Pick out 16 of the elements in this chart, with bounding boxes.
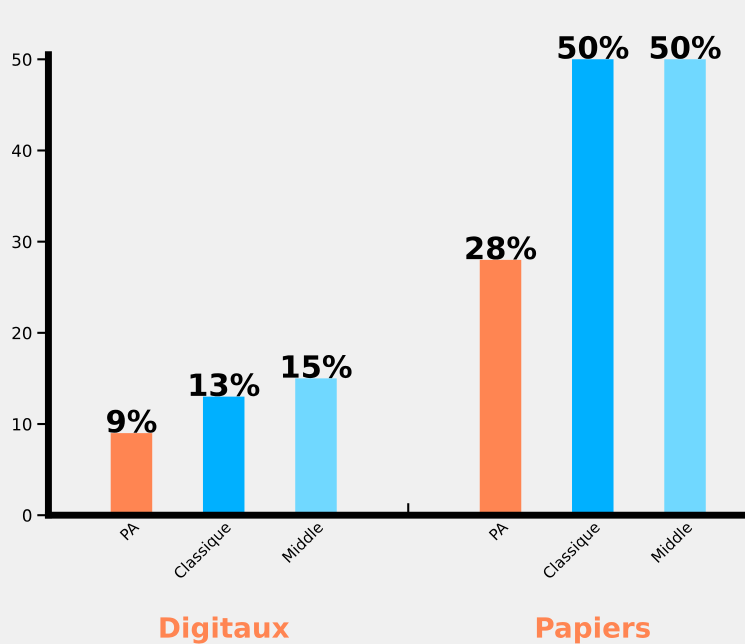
data-label: 13% (190, 373, 260, 396)
data-label: 50% (650, 36, 721, 59)
y-tick-label: 50 (12, 53, 32, 66)
x-tick-label: PA (488, 520, 509, 540)
data-label: 15% (282, 354, 352, 378)
data-label: 28% (466, 236, 536, 260)
y-tick-label: 30 (12, 236, 32, 248)
data-label: 50% (558, 36, 628, 59)
text: Papiers (536, 616, 650, 644)
text: Digitaux (160, 616, 290, 644)
y-tick-label: 20 (12, 326, 32, 340)
y-tick-label: 40 (12, 144, 32, 158)
y-tick-label: 10 (13, 418, 32, 431)
y-tick-label: 0 (22, 509, 32, 522)
x-tick-label: PA (120, 520, 140, 540)
data-label: 9% (107, 410, 156, 433)
